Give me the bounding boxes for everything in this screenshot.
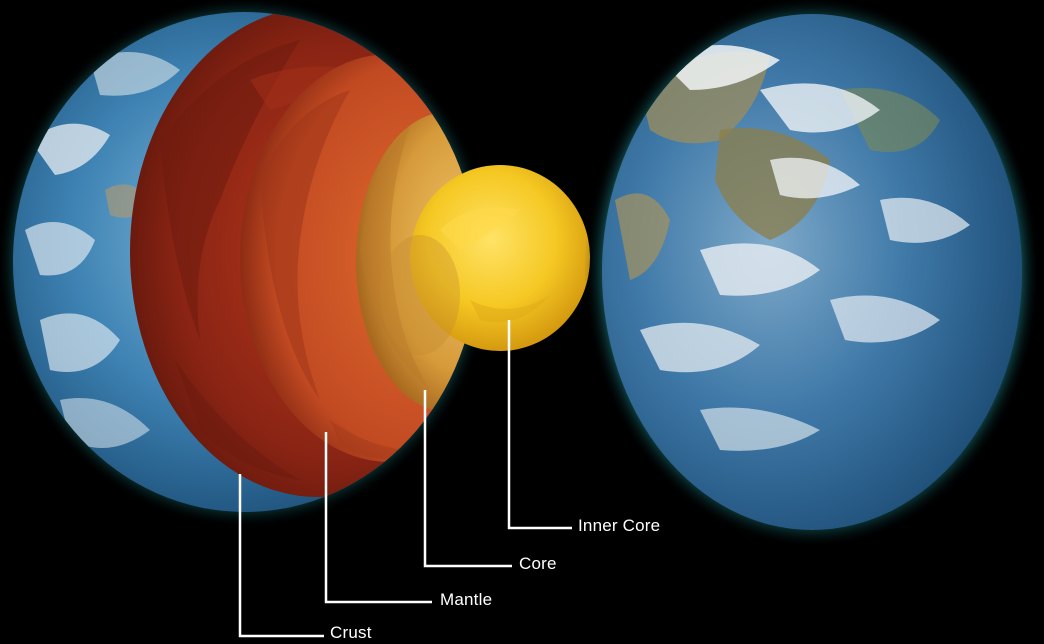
earth-cutaway-globe-icon xyxy=(0,0,590,528)
core-label: Core xyxy=(519,554,557,573)
leader-lines xyxy=(238,320,572,638)
core-leader-line xyxy=(423,390,512,568)
earth-globe-icon xyxy=(584,0,1040,548)
crust-label: Crust xyxy=(330,623,372,642)
mantle-leader-line xyxy=(324,432,432,604)
inner-core-leader-line xyxy=(507,320,572,530)
inner-core-label: Inner Core xyxy=(578,516,661,535)
crust-leader-line xyxy=(238,474,324,638)
mantle-label: Mantle xyxy=(440,590,493,609)
